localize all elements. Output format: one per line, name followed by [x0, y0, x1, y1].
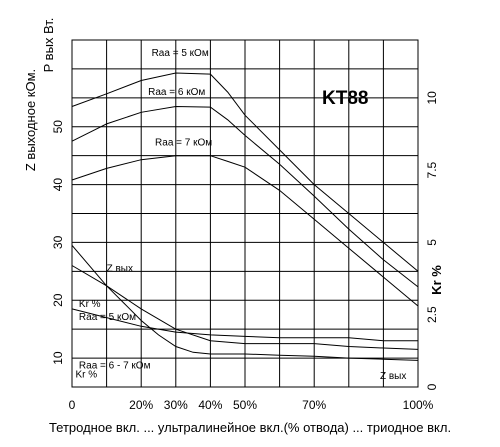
y-tick-label: 40 [51, 178, 65, 192]
series-line [71, 105, 419, 288]
left-axis-title-1: Z выходное кОм. [23, 69, 38, 171]
curve-label: Z вых [107, 263, 133, 274]
curve-label: Raa = 7 кОм [155, 137, 212, 148]
plot-frame [71, 39, 419, 388]
curve-label: Raa = 6 - 7 кОм [79, 360, 151, 371]
series-line [71, 72, 419, 272]
y-tick-label: 50 [51, 120, 65, 134]
model-label: KT88 [322, 88, 368, 109]
series-line [71, 244, 419, 361]
grid [72, 40, 418, 387]
y2-tick-label: 2.5 [425, 306, 439, 323]
curve-label: Z вых [380, 371, 406, 382]
series-line [71, 308, 418, 342]
x-tick-label: 40% [198, 398, 222, 412]
y-tick-label: 20 [51, 293, 65, 307]
right-axis-title: Kr % [429, 265, 444, 295]
x-tick-label: 50% [233, 398, 257, 412]
x-tick-label: 100% [403, 398, 434, 412]
y-tick-labels: 10 20 30 40 50 [51, 120, 65, 365]
y2-tick-label: 0 [425, 383, 439, 390]
curve-label: Raa = 5 кОм [79, 312, 136, 323]
series-line [71, 265, 419, 350]
curve-label: Kr % [79, 299, 101, 310]
x-tick-label: 70% [302, 398, 326, 412]
y-tick-label: 30 [51, 235, 65, 249]
x-tick-label: 20% [129, 398, 153, 412]
curve-label: Kr % [75, 370, 97, 381]
annotations: Raa = 5 кОм Raa = 6 кОм Raa = 7 кОм Z вых Kr… [75, 48, 406, 382]
y2-tick-label: 5 [425, 239, 439, 246]
x-tick-label: 30% [164, 398, 188, 412]
y-tick-label: 10 [51, 351, 65, 365]
x-axis-title: Тетродное вкл. ... ультралинейное вкл.(%… [49, 420, 451, 435]
x-tick-label: 0 [69, 398, 76, 412]
left-axis-title-2: P вых Вт. [41, 18, 56, 73]
curve-label: Raa = 6 кОм [148, 87, 205, 98]
series-line [71, 155, 419, 307]
series-lines [71, 72, 419, 361]
y2-tick-label: 7.5 [425, 161, 439, 178]
curve-label: Raa = 5 кОм [152, 48, 209, 59]
y2-tick-label: 10 [425, 91, 439, 105]
y2-tick-labels: 0 2.5 5 7.5 10 [425, 91, 439, 391]
x-tick-labels: 0 20% 30% 40% 50% 70% 100% [69, 398, 434, 412]
